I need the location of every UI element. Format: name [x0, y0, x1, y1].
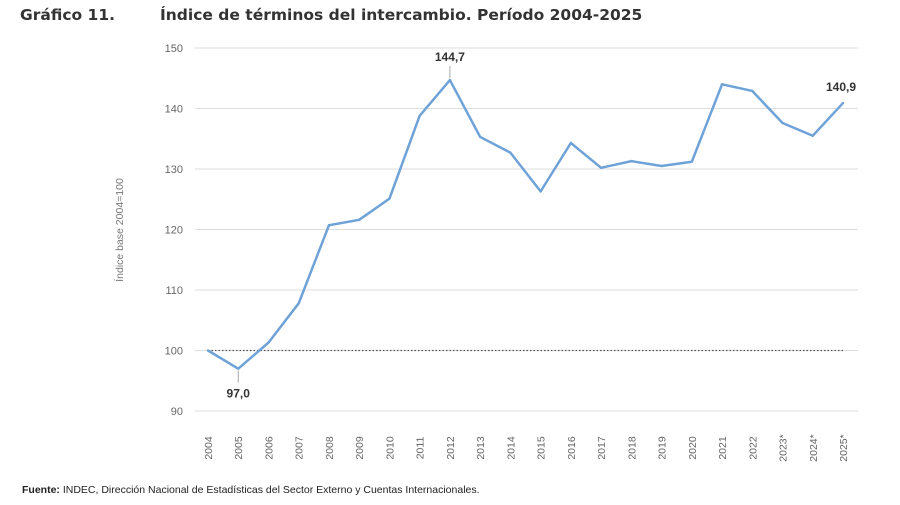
x-tick-label: 2013	[475, 436, 487, 460]
x-tick-label: 2009	[354, 436, 366, 460]
data-point	[448, 78, 452, 82]
data-point	[720, 83, 724, 86]
data-point	[599, 166, 603, 169]
data-point	[237, 367, 240, 370]
y-tick-label: 150	[165, 43, 183, 55]
figure-label: Gráfico 11.	[20, 6, 116, 24]
data-point	[357, 218, 361, 222]
data-point	[388, 197, 391, 200]
x-tick-label: 2010	[384, 436, 396, 460]
y-axis-label: Índice base 2004=100	[113, 178, 126, 282]
y-tick-label: 140	[165, 104, 183, 116]
y-tick-label: 120	[165, 225, 183, 237]
x-tick-label: 2019	[657, 436, 669, 460]
data-point	[841, 101, 845, 105]
source-text: INDEC, Dirección Nacional de Estadística…	[59, 484, 480, 496]
x-tick-label: 2024*	[808, 434, 820, 461]
data-point	[630, 159, 633, 163]
x-tick-label: 2018	[626, 436, 638, 460]
x-tick-label: 2014	[505, 436, 517, 460]
data-point	[569, 141, 573, 145]
chart-title: Índice de términos del intercambio. Perí…	[160, 6, 643, 24]
x-tick-label: 2025*	[838, 434, 850, 461]
x-tick-label: 2020	[687, 436, 699, 460]
x-tick-label: 2017	[596, 436, 608, 460]
x-tick-label: 2015	[536, 436, 548, 460]
y-tick-label: 90	[171, 406, 183, 418]
x-tick-label: 2007	[294, 436, 306, 460]
data-point	[539, 190, 542, 193]
data-label: 144,7	[435, 50, 465, 64]
y-tick-label: 130	[165, 164, 183, 176]
x-tick-label: 2011	[415, 437, 427, 460]
data-point	[751, 89, 754, 93]
data-label: 140,9	[826, 80, 856, 94]
data-point	[297, 302, 300, 305]
x-tick-label: 2008	[324, 436, 336, 460]
data-point	[811, 134, 814, 137]
x-tick-label: 2021	[717, 436, 729, 460]
data-point	[509, 151, 512, 154]
data-point	[690, 160, 694, 163]
x-tick-label: 2022	[747, 436, 759, 460]
data-point	[660, 164, 663, 168]
data-point	[206, 349, 210, 352]
x-tick-label: 2005	[233, 436, 245, 460]
x-tick-label: 2004	[203, 436, 215, 460]
y-tick-label: 110	[165, 285, 183, 297]
data-point	[478, 135, 482, 139]
source-note: Fuente: INDEC, Dirección Nacional de Est…	[22, 484, 480, 496]
data-point	[327, 224, 331, 227]
data-label: 97,0	[227, 387, 251, 401]
x-tick-label: 2012	[445, 436, 457, 460]
x-tick-label: 2016	[566, 436, 578, 460]
data-point	[267, 341, 270, 344]
data-point	[781, 121, 784, 125]
x-tick-label: 2006	[263, 436, 275, 460]
x-tick-label: 2023*	[778, 434, 790, 461]
data-point	[418, 114, 421, 117]
source-label: Fuente:	[22, 484, 60, 496]
y-tick-label: 100	[165, 346, 183, 358]
series-line	[207, 78, 844, 370]
